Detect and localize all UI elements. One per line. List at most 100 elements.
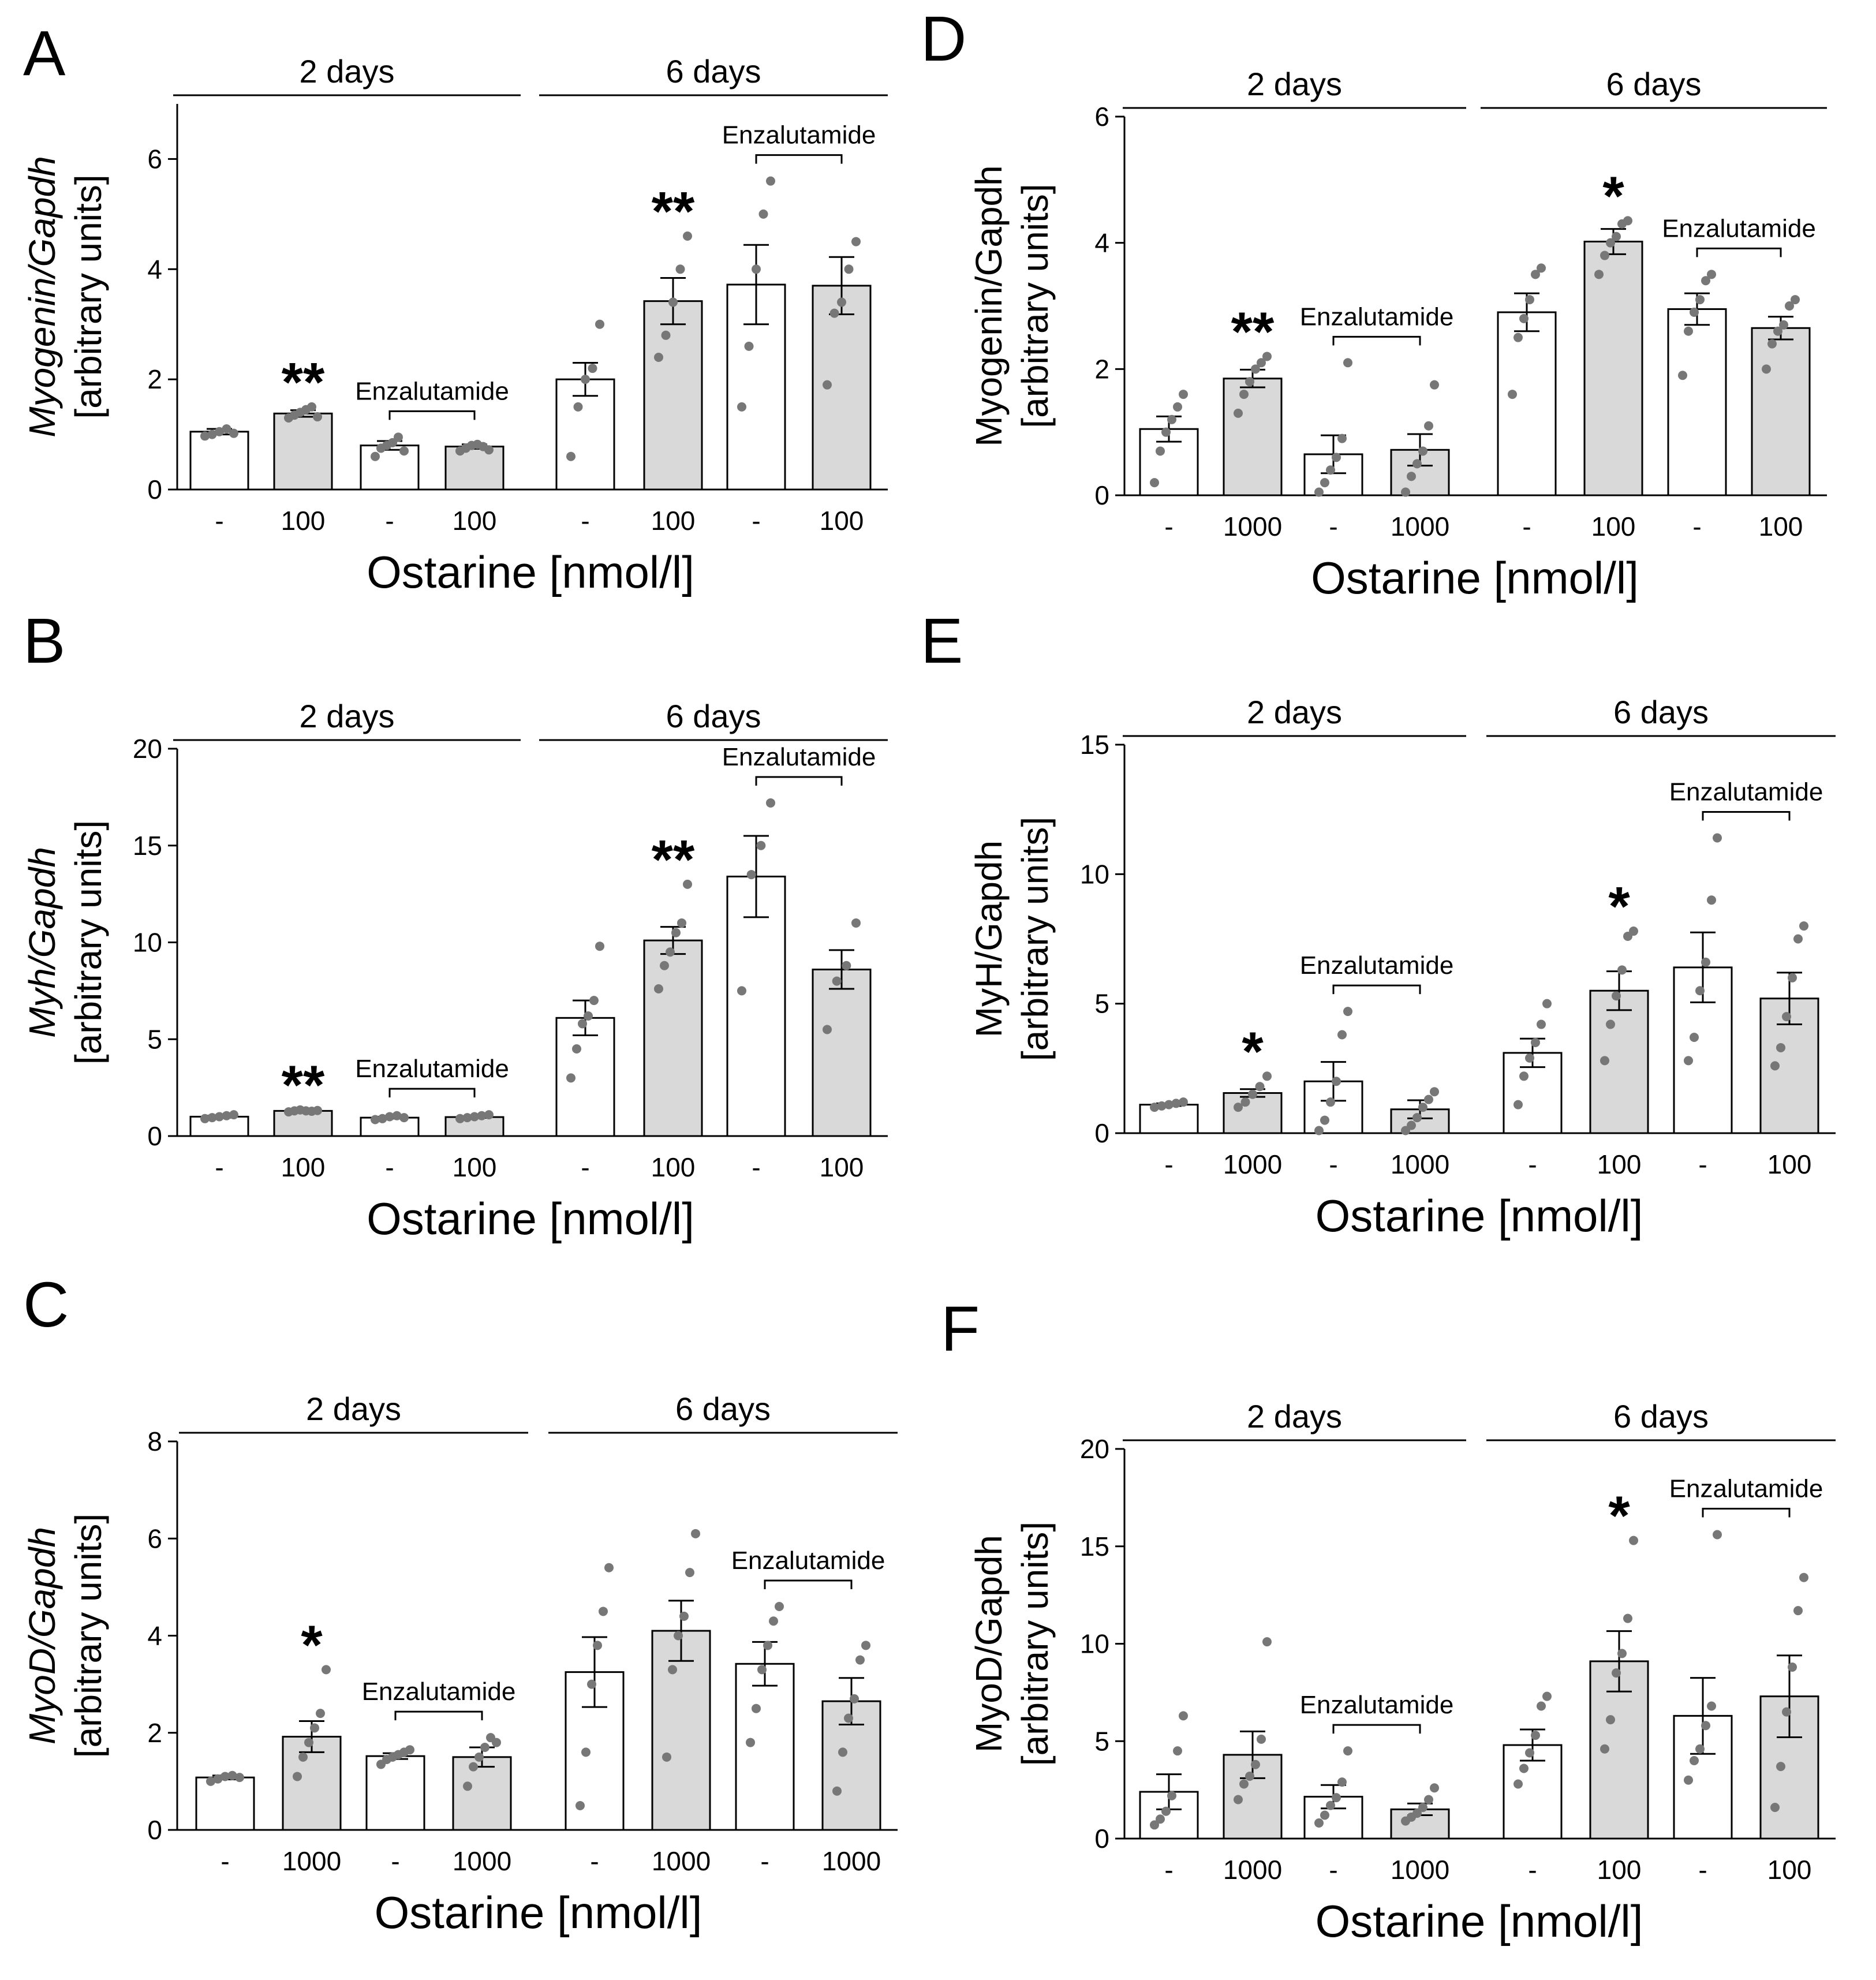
condition-label: - — [1698, 1149, 1707, 1179]
data-point — [405, 1745, 414, 1755]
data-point — [1713, 1530, 1722, 1540]
data-point — [1173, 1746, 1182, 1756]
data-point — [1690, 1032, 1699, 1042]
condition-label: - — [752, 506, 760, 536]
condition-label: - — [1522, 511, 1531, 541]
data-point — [455, 1114, 465, 1123]
data-point — [1157, 1101, 1167, 1111]
y-tick-label: 10 — [133, 928, 162, 958]
bar — [1583, 240, 1643, 496]
data-point — [674, 1631, 683, 1641]
condition-label: - — [590, 1846, 599, 1876]
enzalutamide-bracket — [1696, 247, 1782, 257]
condition-label: 100 — [820, 506, 864, 536]
data-point — [1617, 1649, 1627, 1658]
condition-label: - — [1164, 511, 1173, 541]
data-point — [1332, 453, 1341, 462]
y-tick-label: 5 — [1094, 1726, 1109, 1756]
data-point — [1257, 358, 1266, 368]
data-point — [1513, 1779, 1523, 1789]
data-point — [1513, 333, 1523, 342]
y-tick-label: 15 — [133, 831, 162, 861]
condition-label: 100 — [1591, 511, 1636, 541]
data-point — [1343, 1746, 1352, 1756]
data-point — [1531, 1731, 1540, 1740]
data-point — [480, 1742, 489, 1752]
data-point — [837, 297, 846, 307]
data-point — [1695, 295, 1705, 305]
enzalutamide-bracket — [388, 1088, 476, 1098]
data-point — [1326, 465, 1335, 475]
condition-label: 100 — [1767, 1855, 1812, 1885]
bar — [360, 1116, 420, 1137]
y-axis-title: Myh/Gapdh [arbitrary units] — [21, 820, 109, 1064]
y-tick-label: 2 — [1094, 354, 1109, 384]
data-point — [1239, 390, 1249, 399]
group-period-label: 6 days — [675, 1391, 771, 1427]
y-axis-title-gene: MyH/Gapdh — [968, 840, 1010, 1037]
data-point — [671, 928, 681, 937]
y-tick-label: 0 — [1094, 480, 1109, 510]
data-point — [1245, 377, 1254, 387]
data-point — [229, 1110, 238, 1120]
data-point — [1531, 270, 1540, 279]
y-tick-label: 4 — [147, 1621, 162, 1651]
data-point — [1623, 1613, 1632, 1623]
condition-label: 1000 — [1391, 1149, 1449, 1179]
condition-label: 100 — [651, 1152, 696, 1182]
y-tick-label: 6 — [147, 1523, 162, 1553]
y-axis-title-units: [arbitrary units] — [1014, 817, 1056, 1061]
data-point — [1412, 1113, 1422, 1123]
data-point — [1513, 1100, 1523, 1109]
group-period-label: 6 days — [1613, 694, 1709, 730]
data-point — [1531, 1037, 1540, 1047]
data-point — [469, 1762, 478, 1772]
data-point — [685, 1568, 694, 1578]
significance-marker: ** — [652, 829, 695, 891]
bar — [812, 285, 872, 491]
data-point — [660, 961, 669, 970]
data-point — [1629, 927, 1638, 936]
data-point — [1770, 1803, 1780, 1812]
data-point — [654, 984, 663, 994]
condition-label: - — [1698, 1855, 1707, 1885]
condition-label: - — [215, 1152, 223, 1182]
group-period-label: 2 days — [1247, 1398, 1342, 1434]
bar — [365, 1755, 425, 1831]
x-axis-title: Ostarine [nmol/l] — [367, 1193, 694, 1244]
y-axis-title: Myogenin/Gapdh [arbitrary units] — [968, 165, 1056, 446]
enzalutamide-label: Enzalutamide — [1669, 778, 1823, 806]
data-point — [581, 375, 590, 384]
bar — [189, 431, 249, 491]
data-point — [1767, 339, 1777, 349]
y-tick-label: 6 — [147, 144, 162, 174]
data-point — [1678, 371, 1687, 380]
enzalutamide-bracket — [388, 410, 476, 420]
bar — [1589, 989, 1649, 1134]
data-point — [463, 1781, 472, 1791]
data-point — [1612, 991, 1621, 1001]
data-point — [766, 798, 775, 808]
data-point — [604, 1563, 614, 1572]
data-point — [1150, 1103, 1159, 1112]
data-point — [1251, 364, 1260, 374]
y-axis-title-units: [arbitrary units] — [68, 174, 109, 419]
data-point — [575, 1800, 585, 1810]
group-period-label: 6 days — [666, 53, 761, 89]
panel-e: E 0 5 10 15 MyH/Gapdh [arbitrary units] Ostarin… — [921, 606, 1836, 1241]
data-point — [1600, 1744, 1609, 1754]
data-point — [1793, 934, 1803, 944]
bar — [273, 412, 333, 491]
condition-label: - — [1164, 1149, 1173, 1179]
y-axis-title-gene: Myogenin/Gapdh — [968, 165, 1010, 446]
data-point — [1606, 238, 1615, 248]
data-point — [1684, 1056, 1693, 1066]
panel-c: C 0 2 4 6 8 MyoD/Gapdh [arbitrary units] Ostarin… — [21, 1269, 898, 1938]
bar — [273, 1109, 333, 1137]
significance-marker: * — [1242, 1021, 1264, 1082]
x-axis-title: Ostarine [nmol/l] — [1311, 552, 1639, 603]
data-point — [1164, 1100, 1174, 1109]
y-tick-label: 4 — [147, 254, 162, 284]
data-point — [746, 870, 756, 880]
panel-letter: E — [921, 606, 963, 677]
